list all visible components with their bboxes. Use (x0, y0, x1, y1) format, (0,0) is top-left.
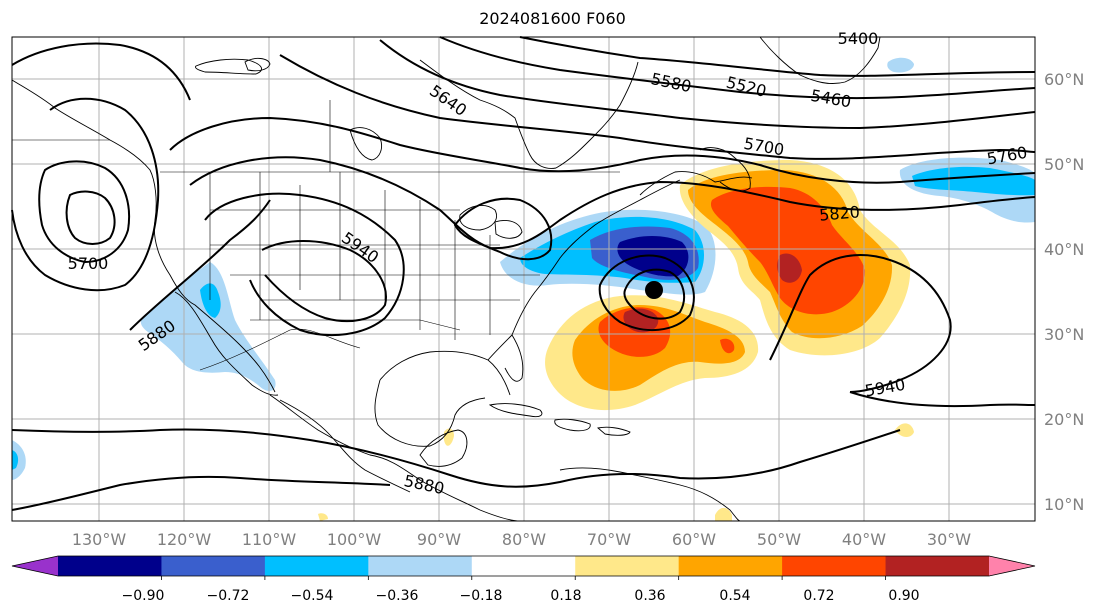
colorbar-segment (782, 556, 887, 576)
anomaly-shading (12, 57, 1035, 521)
lon-label: 30°W (927, 530, 971, 549)
colorbar-segment (678, 556, 783, 576)
colorbar-segment (368, 556, 473, 576)
colorbar-tick-label: −0.90 (122, 588, 165, 604)
lon-label: 100°W (327, 530, 382, 549)
political-borders (12, 100, 620, 371)
colorbar-segment (575, 556, 680, 576)
height-contours (11, 36, 1036, 511)
colorbar-segment (264, 556, 369, 576)
colorbar-outline (11, 555, 1036, 577)
colorbar-segment (58, 556, 162, 576)
contour-label: 5400 (838, 29, 879, 48)
lon-label: 90°W (417, 530, 461, 549)
colorbar-tick-label: 0.54 (719, 588, 750, 604)
colorbar-tick-label: 0.36 (634, 588, 665, 604)
colorbar-tick-label: −0.54 (291, 588, 334, 604)
latitude-axis: 60°N 50°N 40°N 30°N 20°N 10°N (1044, 70, 1084, 514)
lat-label: 50°N (1044, 155, 1084, 174)
lon-label: 50°W (757, 530, 801, 549)
lon-label: 110°W (242, 530, 297, 549)
lat-label: 30°N (1044, 325, 1084, 344)
map-frame (11, 36, 1036, 522)
colorbar-tick-label: −0.18 (460, 588, 503, 604)
contour-label: 5820 (818, 202, 860, 224)
colorbar-tick-label: 0.90 (888, 588, 919, 604)
colorbar (11, 555, 1036, 580)
lat-label: 20°N (1044, 410, 1084, 429)
lon-label: 80°W (502, 530, 546, 549)
longitude-axis: 130°W 120°W 110°W 100°W 90°W 80°W 70°W 6… (72, 530, 971, 549)
lon-label: 130°W (72, 530, 127, 549)
colorbar-tick-label: −0.36 (376, 588, 419, 604)
contour-label: 5700 (68, 254, 109, 273)
lat-label: 60°N (1044, 70, 1084, 89)
colorbar-tick-label: −0.72 (207, 588, 250, 604)
lon-label: 120°W (157, 530, 212, 549)
graticule (12, 37, 1035, 521)
lon-label: 60°W (672, 530, 716, 549)
colorbar-segment (471, 556, 576, 576)
colorbar-segment (885, 556, 990, 576)
storm-center-marker (645, 281, 663, 299)
lat-label: 40°N (1044, 240, 1084, 259)
lon-label: 70°W (587, 530, 631, 549)
colorbar-segment (161, 556, 266, 576)
lon-label: 40°W (842, 530, 886, 549)
colorbar-extend-high (989, 556, 1035, 576)
colorbar-tick-label: 0.18 (550, 588, 581, 604)
map-title: 2024081600 F060 (479, 9, 626, 28)
colorbar-tick-label: 0.72 (803, 588, 834, 604)
colorbar-extend-low (12, 556, 58, 576)
colorbar-ticks: −0.90 −0.72 −0.54 −0.36 −0.18 0.18 0.36 … (122, 588, 920, 604)
lat-label: 10°N (1044, 495, 1084, 514)
